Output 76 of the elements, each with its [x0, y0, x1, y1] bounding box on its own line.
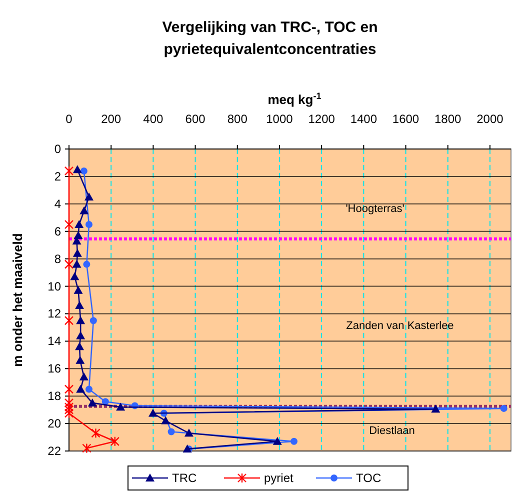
y-axis-title: m onder het maaiveld	[10, 233, 25, 367]
point	[64, 259, 74, 270]
point	[76, 384, 86, 393]
point	[161, 416, 170, 424]
y-tick-label: 6	[54, 224, 62, 238]
point	[64, 219, 74, 230]
annotation: Zanden van Kasterlee	[346, 320, 454, 332]
point	[90, 317, 97, 324]
point	[64, 166, 74, 176]
point	[102, 398, 109, 406]
point	[74, 230, 83, 239]
point	[72, 165, 82, 174]
point	[85, 221, 92, 228]
x-tick-label: 800	[227, 112, 248, 126]
point	[72, 260, 82, 268]
point	[500, 404, 508, 412]
point	[110, 436, 120, 446]
x-tick-label: 200	[101, 112, 122, 126]
point	[272, 436, 282, 445]
y-tick-label: 4	[54, 196, 62, 211]
y-tick-label: 0	[54, 142, 62, 156]
point	[88, 398, 97, 406]
point	[184, 428, 194, 437]
annotation: 'Hoogterras'	[346, 203, 404, 215]
point	[82, 443, 92, 454]
point	[84, 192, 94, 201]
y-tick-label: 2	[54, 169, 62, 184]
point	[91, 428, 100, 438]
point	[85, 386, 92, 393]
x-tick-label: 1000	[266, 112, 294, 126]
y-tick-label: 8	[54, 252, 62, 266]
point	[64, 315, 74, 326]
x-tick-label: 0	[66, 112, 73, 126]
point	[74, 220, 84, 228]
point	[168, 428, 175, 436]
x-tick-label: 1800	[434, 112, 462, 126]
chart-title: Vergelijking van TRC-, TOC en pyrietequivalentconcentraties	[162, 19, 378, 58]
x-axis-title: meq kg$^{-1}$	[268, 91, 322, 107]
point	[64, 384, 74, 394]
y-tick-label: 12	[48, 306, 62, 321]
point	[74, 286, 83, 294]
point	[116, 402, 126, 411]
point	[431, 404, 440, 413]
point	[76, 356, 85, 364]
point	[80, 167, 88, 174]
point	[64, 404, 74, 415]
point	[76, 331, 86, 340]
x-tick-label: 1600	[392, 112, 420, 126]
point	[64, 402, 74, 412]
legend-label: pyriet	[264, 471, 294, 485]
y-tick-label: 16	[48, 362, 62, 376]
x-tick-label: 1400	[350, 112, 378, 126]
point	[148, 408, 158, 417]
y-tick-label: 14	[48, 334, 62, 348]
point	[76, 316, 86, 324]
point	[79, 372, 88, 380]
x-tick-label: 600	[185, 112, 206, 126]
y-tick-label: 22	[48, 444, 62, 458]
y-tick-label: 10	[48, 279, 62, 294]
point	[75, 300, 84, 309]
point	[64, 408, 74, 418]
x-tick-label: 2000	[476, 112, 504, 126]
y-tick-label: 20	[48, 416, 62, 431]
point	[70, 272, 80, 280]
point	[83, 260, 90, 268]
legend-label: TOC	[356, 471, 382, 485]
point	[290, 438, 298, 445]
x-tick-label: 1200	[308, 112, 336, 126]
x-tick-label: 400	[143, 112, 164, 126]
point	[75, 342, 84, 350]
point	[182, 444, 192, 452]
point	[80, 206, 89, 214]
point	[64, 398, 74, 408]
legend-label: TRC	[172, 471, 197, 485]
y-tick-label: 18	[48, 389, 62, 404]
point	[72, 248, 82, 257]
